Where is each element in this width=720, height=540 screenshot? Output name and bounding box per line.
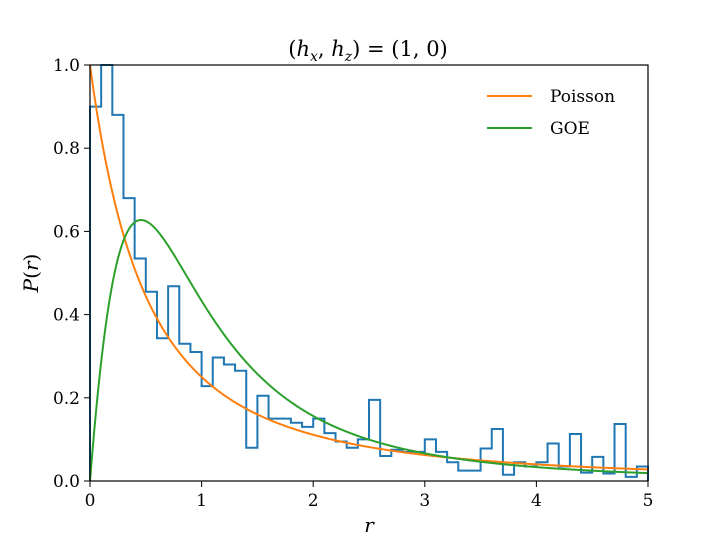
x-tick-label: 5 — [643, 491, 654, 511]
legend-label-poisson: Poisson — [550, 87, 615, 107]
x-tick-label: 0 — [85, 491, 96, 511]
y-tick-label: 0.6 — [53, 222, 80, 242]
legend: Poisson GOE — [487, 87, 615, 139]
x-tick-label: 4 — [531, 491, 542, 511]
x-axis-label: r — [364, 513, 375, 537]
axes-frame — [89, 64, 649, 482]
legend-label-goe: GOE — [550, 119, 590, 139]
y-tick-label: 0.0 — [53, 472, 80, 492]
y-tick-label: 0.4 — [53, 306, 80, 326]
x-axis-ticks: 0 1 2 3 4 5 — [85, 481, 654, 511]
y-tick-label: 1.0 — [53, 56, 80, 76]
x-tick-label: 3 — [419, 491, 430, 511]
chart-title: (hx, hz) = (1, 0) — [288, 37, 448, 65]
x-tick-label: 1 — [196, 491, 207, 511]
plot-area — [89, 64, 649, 482]
series-line-poisson — [89, 64, 649, 471]
series-line-goe — [89, 218, 649, 482]
y-axis-label: P(r) — [19, 254, 43, 294]
y-tick-label: 0.2 — [53, 389, 80, 409]
y-tick-label: 0.8 — [53, 139, 80, 159]
y-axis-ticks: 0.0 0.2 0.4 0.6 0.8 1.0 — [53, 56, 90, 492]
x-tick-label: 2 — [308, 491, 319, 511]
